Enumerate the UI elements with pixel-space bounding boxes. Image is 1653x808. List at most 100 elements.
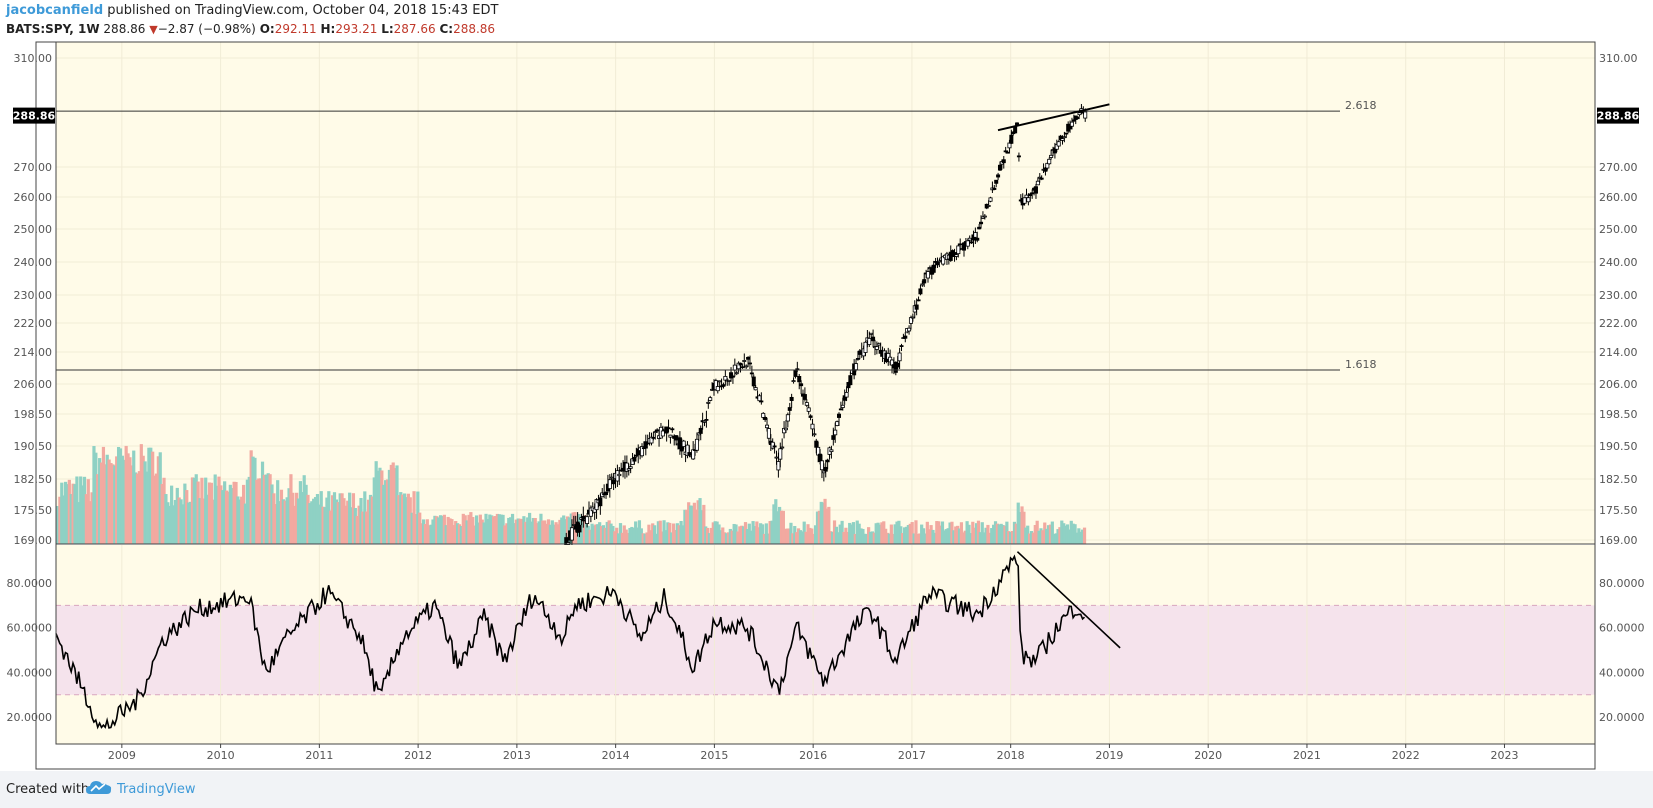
candle-body	[910, 316, 915, 319]
volume-bar	[365, 511, 369, 544]
volume-bar	[598, 522, 602, 544]
volume-bar	[990, 528, 994, 544]
candle-body	[717, 380, 722, 383]
candle-body	[1035, 180, 1040, 186]
x-tick-label: 2011	[305, 749, 333, 762]
candle-body	[1033, 186, 1038, 194]
volume-bar	[166, 502, 170, 544]
candle-body	[1026, 197, 1031, 203]
candle-body	[1062, 136, 1067, 139]
volume-bar	[976, 520, 981, 544]
volume-bar	[880, 522, 884, 544]
volume-bar	[497, 514, 501, 544]
volume-bar	[410, 512, 414, 544]
volume-bar	[384, 480, 388, 544]
volume-bar	[420, 523, 424, 544]
created-with-text: Created with	[6, 782, 90, 797]
volume-bar	[565, 516, 570, 544]
price-tick-label-left: 169.00	[14, 534, 53, 547]
volume-bar	[418, 512, 422, 544]
volume-bar	[787, 528, 791, 544]
volume-bar	[387, 469, 392, 544]
volume-bar	[800, 531, 804, 544]
volume-bar	[236, 496, 240, 544]
volume-bar	[586, 525, 590, 544]
candle-body	[1003, 150, 1008, 153]
volume-bar	[287, 488, 291, 544]
chart-canvas[interactable]: 2.618 1.618 169.00 169.00 175.50 175.50 182.5…	[0, 0, 1653, 770]
volume-bar	[704, 526, 708, 544]
candle-body	[979, 221, 984, 225]
candle-body	[607, 479, 612, 489]
volume-bar	[599, 526, 604, 544]
volume-bar	[1005, 521, 1009, 544]
price-tick-label-right: 250.00	[1599, 223, 1638, 236]
volume-bar	[649, 530, 653, 544]
candle-body	[871, 336, 876, 342]
volume-bar	[253, 457, 257, 544]
volume-bar	[813, 525, 818, 544]
volume-bar	[209, 482, 213, 544]
volume-bar	[395, 465, 399, 544]
volume-bar	[313, 497, 318, 544]
volume-bar	[628, 527, 632, 544]
volume-bar	[556, 524, 560, 544]
price-pane[interactable]: 2.618 1.618	[56, 42, 1595, 552]
candle-body	[812, 433, 817, 436]
volume-bar	[806, 524, 810, 544]
author-link[interactable]: jacobcanfield	[6, 3, 104, 18]
volume-bar	[916, 533, 920, 544]
candle-body	[793, 370, 798, 377]
volume-bar	[268, 474, 272, 544]
volume-bar	[742, 526, 746, 544]
volume-bar	[300, 492, 304, 544]
open-value: 292.11	[274, 22, 317, 36]
volume-bar	[440, 516, 445, 544]
candle-body	[918, 288, 923, 295]
tradingview-brand-link[interactable]: TradingView	[117, 782, 196, 797]
volume-bar	[158, 452, 162, 544]
volume-bar	[899, 526, 903, 544]
volume-bar	[798, 530, 803, 544]
volume-bar	[946, 528, 950, 544]
volume-bar	[1012, 521, 1017, 544]
volume-bar	[355, 515, 359, 544]
volume-bar	[957, 528, 962, 544]
volume-bar	[469, 512, 473, 544]
volume-bar	[88, 501, 92, 544]
candle-body	[935, 262, 940, 266]
volume-bar	[474, 515, 479, 544]
volume-bar	[935, 521, 939, 544]
volume-bar	[696, 500, 700, 544]
volume-bar	[160, 483, 164, 544]
volume-bar	[656, 521, 660, 544]
volume-bar	[651, 523, 655, 544]
volume-bar	[863, 533, 867, 544]
candle-body	[765, 424, 770, 429]
volume-bar	[526, 517, 530, 544]
volume-bar	[963, 530, 967, 544]
candle-body	[674, 435, 679, 441]
rsi-pane[interactable]	[55, 545, 1595, 744]
volume-bar	[804, 531, 808, 544]
symbol-label[interactable]: BATS:SPY, 1W	[6, 22, 100, 36]
footer-bar: Created with TradingView	[0, 771, 1653, 808]
candle-body	[808, 415, 813, 418]
volume-bar	[940, 521, 945, 544]
volume-bar	[194, 474, 198, 544]
volume-bar	[670, 532, 674, 544]
volume-bar	[938, 525, 943, 544]
volume-bar	[533, 518, 537, 544]
volume-bar	[838, 524, 842, 544]
volume-bar	[711, 522, 715, 544]
volume-bar	[732, 523, 736, 544]
volume-bar	[353, 508, 357, 544]
volume-bar	[491, 516, 496, 544]
volume-bar	[310, 501, 314, 544]
candle-body	[577, 524, 582, 533]
volume-bar	[918, 533, 922, 544]
price-tick-label-left: 260.00	[14, 191, 53, 204]
tradingview-cloud-icon[interactable]	[86, 779, 112, 797]
volume-bar	[154, 473, 159, 544]
ohlc-header: BATS:SPY, 1W 288.86 ▼−2.87 (−0.98%) O:29…	[6, 22, 495, 36]
